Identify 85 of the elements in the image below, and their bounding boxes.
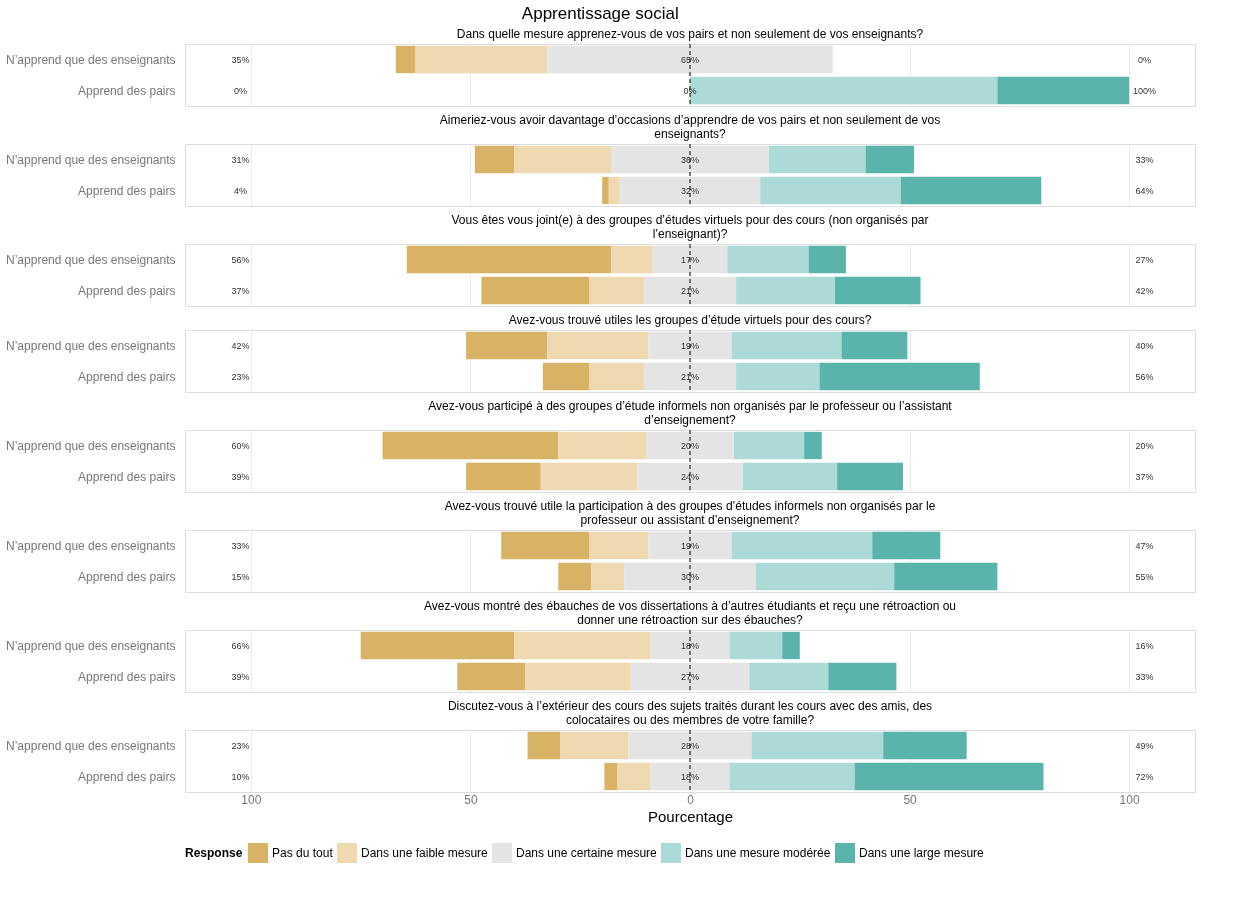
annotation: 33% bbox=[1135, 671, 1154, 682]
chart-title: Apprentissage social bbox=[521, 4, 679, 23]
x-tick-label: 50 bbox=[903, 792, 918, 807]
annotation: 18% bbox=[680, 771, 700, 782]
annotation: 33% bbox=[231, 540, 250, 551]
y-tick-label: N’apprend que des enseignants bbox=[6, 52, 176, 67]
legend-label: Dans une mesure modérée bbox=[685, 846, 831, 860]
annotation: 42% bbox=[1135, 285, 1154, 296]
chart-subtitle: Dans quelle mesure apprenez-vous de vos pairs et non seulement de vos enseignants? bbox=[456, 26, 924, 41]
annotation: 15% bbox=[231, 571, 250, 582]
chart-title: Vous êtes vous joint(e) à des groupes d’études virtuels pour des cours (non organisés par l’enseignant)? bbox=[451, 212, 929, 241]
x-tick-label: 100 bbox=[1119, 792, 1140, 807]
annotation: 64% bbox=[1135, 185, 1154, 196]
annotation: 47% bbox=[1135, 540, 1154, 551]
legend-label: Pas du tout bbox=[272, 846, 334, 860]
chart-title: Aimeriez-vous avoir davantage d’occasions d’apprendre de vos pairs et non seulement de vos enseignants? bbox=[439, 112, 941, 141]
legend-title: Response bbox=[185, 846, 243, 860]
annotation: 0% bbox=[234, 85, 248, 96]
annotation: 0% bbox=[683, 85, 697, 96]
annotation: 65% bbox=[680, 54, 700, 65]
x-tick-label: 100 bbox=[241, 792, 262, 807]
chart-title: Avez-vous montré des ébauches de vos dissertations à d’autres étudiants et reçu une rétroaction ou donner une rétroaction sur des ébauches? bbox=[423, 598, 957, 627]
y-tick-label: Apprend des pairs bbox=[78, 283, 176, 298]
annotation: 19% bbox=[680, 540, 700, 551]
annotation: 16% bbox=[1135, 640, 1154, 651]
annotation: 19% bbox=[680, 340, 700, 351]
annotation: 37% bbox=[1135, 471, 1154, 482]
y-tick-label: N’apprend que des enseignants bbox=[6, 538, 176, 553]
y-tick-label: Apprend des pairs bbox=[78, 83, 176, 98]
chart-title: Discutez-vous à l’extérieur des cours des sujets traités durant les cours avec des amis, des colocataires ou des membres de votre famille? bbox=[447, 698, 933, 727]
y-tick-label: Apprend des pairs bbox=[78, 569, 176, 584]
annotation: 10% bbox=[231, 771, 250, 782]
annotation: 100% bbox=[1132, 85, 1157, 96]
chart-title: Avez-vous participé à des groupes d’étude informels non organisés par le professeur ou l’assistant d’enseignement? bbox=[428, 398, 953, 427]
annotation: 66% bbox=[231, 640, 250, 651]
x-tick-label: 50 bbox=[464, 792, 478, 807]
y-tick-label: N’apprend que des enseignants bbox=[6, 738, 176, 753]
annotation: 42% bbox=[231, 340, 250, 351]
annotation: 21% bbox=[680, 371, 700, 382]
annotation: 23% bbox=[231, 740, 250, 751]
annotation: 18% bbox=[680, 640, 700, 651]
annotation: 32% bbox=[680, 185, 700, 196]
chart-title: Avez-vous trouvé utile la participation à des groupes d’études informels non organisés par le professeur ou assistant d’enseignement? bbox=[444, 498, 936, 527]
annotation: 49% bbox=[1135, 740, 1154, 751]
annotation: 60% bbox=[231, 440, 250, 451]
legend-label: Dans une certaine mesure bbox=[516, 846, 658, 860]
y-tick-label: N’apprend que des enseignants bbox=[6, 638, 176, 653]
y-tick-label: Apprend des pairs bbox=[78, 669, 176, 684]
annotation: 21% bbox=[680, 285, 700, 296]
legend-label: Dans une faible mesure bbox=[361, 846, 489, 860]
annotation: 17% bbox=[680, 254, 700, 265]
annotation: 31% bbox=[231, 154, 250, 165]
x-tick-label: 0 bbox=[687, 792, 695, 807]
annotation: 24% bbox=[680, 471, 700, 482]
y-tick-label: Apprend des pairs bbox=[78, 183, 176, 198]
annotation: 27% bbox=[680, 671, 700, 682]
annotation: 40% bbox=[1135, 340, 1154, 351]
y-tick-label: Apprend des pairs bbox=[78, 469, 176, 484]
annotation: 56% bbox=[231, 254, 250, 265]
annotation: 72% bbox=[1135, 771, 1154, 782]
x-axis-title: Pourcentage bbox=[647, 807, 734, 825]
y-tick-label: Apprend des pairs bbox=[78, 769, 176, 784]
legend-label: Dans une large mesure bbox=[859, 846, 985, 860]
y-tick-label: N’apprend que des enseignants bbox=[6, 438, 176, 453]
annotation: 39% bbox=[231, 671, 250, 682]
y-tick-label: N’apprend que des enseignants bbox=[6, 252, 176, 267]
annotation: 36% bbox=[680, 154, 700, 165]
annotation: 23% bbox=[231, 371, 250, 382]
annotation: 39% bbox=[231, 471, 250, 482]
annotation: 0% bbox=[1137, 54, 1152, 65]
annotation: 37% bbox=[231, 285, 250, 296]
annotation: 20% bbox=[680, 440, 700, 451]
y-tick-label: N’apprend que des enseignants bbox=[6, 152, 176, 167]
y-tick-label: N’apprend que des enseignants bbox=[6, 338, 176, 353]
annotation: 35% bbox=[231, 54, 250, 65]
annotation: 20% bbox=[1135, 440, 1154, 451]
y-tick-label: Apprend des pairs bbox=[78, 369, 176, 384]
annotation: 28% bbox=[680, 740, 700, 751]
annotation: 55% bbox=[1135, 571, 1154, 582]
annotation: 30% bbox=[680, 571, 700, 582]
annotation: 56% bbox=[1135, 371, 1154, 382]
annotation: 27% bbox=[1135, 254, 1154, 265]
annotation: 4% bbox=[234, 185, 248, 196]
chart-title: Avez-vous trouvé utiles les groupes d’étude virtuels pour des cours? bbox=[508, 312, 872, 327]
annotation: 33% bbox=[1135, 154, 1154, 165]
